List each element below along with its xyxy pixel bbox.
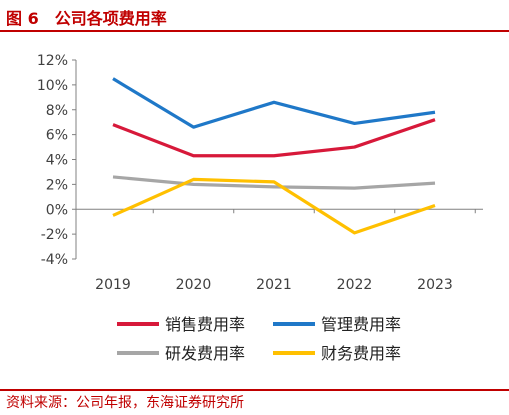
x-tick-label: 2019: [95, 277, 131, 293]
source-note: 资料来源：公司年报，东海证券研究所: [6, 395, 244, 411]
legend-label-4: 财务费用率: [321, 344, 401, 363]
x-tick-label: 2020: [176, 277, 212, 293]
y-tick-label: 6%: [46, 128, 68, 144]
series-line-4: [112, 177, 436, 235]
y-tick-label: 8%: [46, 103, 68, 119]
y-tick-label: 4%: [46, 153, 68, 169]
figure-header: 图 6 公司各项费用率: [0, 0, 509, 30]
line-chart: -4% -2% 0% 2% 4% 6% 8% 10% 12% 2019 2020 2021 2022 20…: [37, 53, 483, 363]
y-tick-label: 12%: [37, 53, 68, 69]
figure-title: 图 6 公司各项费用率: [6, 9, 167, 28]
y-tick-label: -4%: [41, 252, 68, 268]
y-tick-label: -2%: [41, 227, 68, 243]
series-line-3: [112, 175, 436, 190]
y-tick-label: 10%: [37, 78, 68, 94]
series-line-2: [112, 77, 436, 129]
legend-label-3: 研发费用率: [165, 344, 245, 363]
series-line-1: [112, 118, 436, 158]
y-tick-label: 2%: [46, 177, 68, 193]
legend-label-1: 销售费用率: [165, 315, 245, 334]
y-tick-label: 0%: [46, 202, 68, 218]
header-divider: [0, 30, 509, 32]
footer-divider: [0, 389, 509, 391]
legend-label-2: 管理费用率: [321, 315, 401, 334]
x-tick-label: 2021: [256, 277, 292, 293]
x-tick-label: 2023: [417, 277, 453, 293]
x-tick-label: 2022: [337, 277, 373, 293]
